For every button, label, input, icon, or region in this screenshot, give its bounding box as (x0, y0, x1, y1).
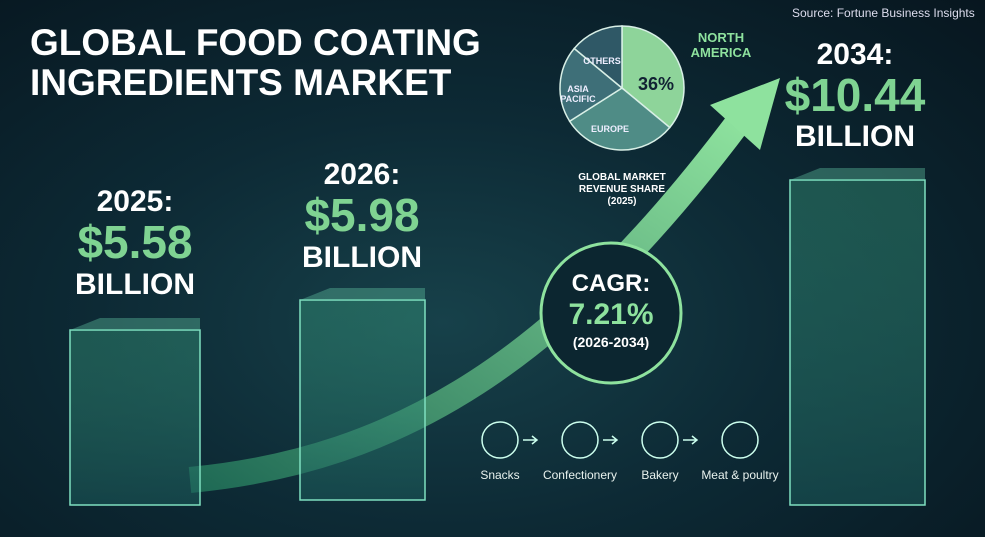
pie-slice (568, 87, 671, 151)
year: 2026: (323, 158, 401, 191)
title-line: GLOBAL FOOD COATING (30, 22, 481, 63)
unit: BILLION (75, 268, 195, 301)
unit: BILLION (795, 120, 915, 153)
cagr-period: (2026-2034) (572, 334, 650, 350)
share-caption: (2025) (607, 196, 637, 207)
pie-slice (559, 47, 624, 123)
year: 2025: (96, 185, 174, 218)
segment-name: NORTH AMERICA (690, 30, 752, 60)
pillar-2034 (789, 168, 926, 506)
growth-arrow (188, 112, 751, 493)
segment-name: EUROPE (590, 124, 629, 134)
application: Confectionery (542, 468, 618, 482)
market-value: $5.98 (304, 189, 420, 241)
market-value: $10.44 (784, 69, 926, 121)
pie-slice (621, 25, 685, 129)
market-value: $5.58 (77, 216, 193, 268)
share-caption: GLOBAL MARKET (578, 172, 666, 183)
segment-name: OTHERS (583, 56, 621, 66)
segment-name: ASIA PACIFIC (560, 84, 596, 104)
share-caption: REVENUE SHARE (578, 184, 666, 195)
arrow-head (710, 78, 780, 150)
application: Bakery (641, 468, 679, 482)
cagr-label: CAGR: (571, 270, 651, 297)
source: Source: Fortune Business Insights (792, 6, 975, 20)
cagr-circle (539, 241, 683, 385)
segment-label: 36% (637, 74, 675, 94)
cagr-value: 7.21% (568, 298, 654, 331)
application: Snacks (480, 468, 520, 482)
pie (559, 25, 685, 151)
pillar-2026 (299, 288, 426, 501)
unit: BILLION (302, 241, 422, 274)
application: Meat & poultry (701, 468, 779, 482)
year: 2034: (816, 38, 894, 71)
application-icons (481, 421, 759, 459)
pillar-2025 (69, 318, 201, 506)
title-line: INGREDIENTS MARKET (30, 62, 452, 103)
pie-slice (573, 25, 623, 90)
